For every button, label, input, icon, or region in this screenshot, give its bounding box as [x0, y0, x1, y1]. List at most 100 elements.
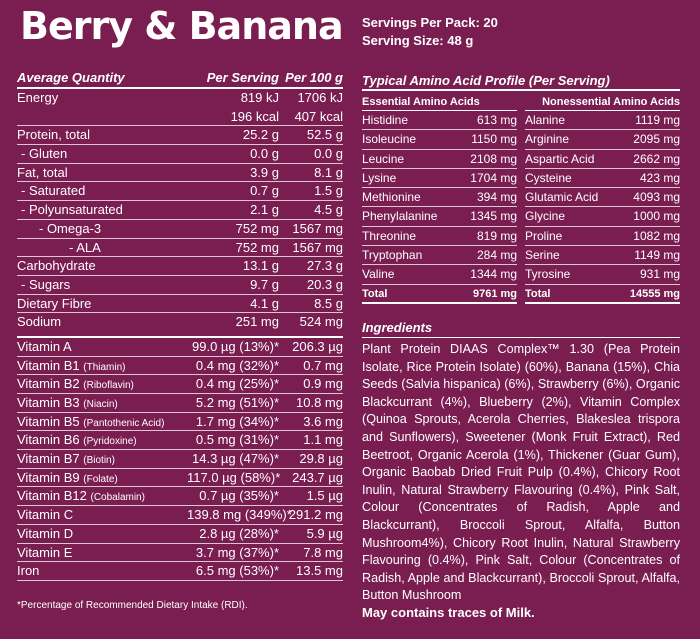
nutrient-per-100g: 524 mg: [299, 314, 343, 330]
nutrient-name: - Sugars: [21, 276, 71, 292]
vitamin-name-cell: Vitamin D: [17, 525, 187, 543]
vitamin-row: Vitamin B5 (Pantothenic Acid) 1.7 mg (34%…: [17, 413, 343, 432]
nutrient-per-100g: 1.5 g: [314, 183, 343, 199]
nutrient-rows: Energy 819 kJ 1706 kJ 196 kcal 407 kcal Prote…: [17, 89, 343, 332]
vitamin-name-cell: Vitamin A: [17, 338, 187, 356]
nutrient-per-100g: 8.1 g: [314, 164, 343, 180]
amino-total-row: Total 9761 mg: [362, 285, 517, 304]
servings-per-pack: Servings Per Pack: 20: [362, 15, 498, 30]
nutrient-row: Fat, total 3.9 g 8.1 g: [17, 164, 343, 183]
amino-value: 1345 mg: [470, 209, 517, 224]
vitamin-name-cell: Vitamin B6 (Pyridoxine): [17, 431, 187, 449]
vitamin-name: Vitamin B9: [17, 469, 80, 485]
nutrient-per-serving: 251 mg: [235, 314, 279, 330]
nutrient-per-100g: 1567 mg: [292, 239, 343, 255]
vitamin-name-cell: Vitamin B3 (Niacin): [17, 394, 187, 412]
amino-name: Isoleucine: [362, 132, 417, 147]
vitamin-name-cell: Vitamin C: [17, 506, 187, 524]
allergen-statement: May contains traces of Milk.: [362, 605, 535, 620]
amino-name: Cysteine: [525, 170, 572, 185]
vitamin-row: Vitamin B12 (Cobalamin) 0.7 µg (35%)* 1.5 …: [17, 487, 343, 507]
nutrient-row: - Gluten 0.0 g 0.0 g: [17, 145, 343, 164]
vitamin-row: Vitamin B1 (Thiamin) 0.4 mg (32%)* 0.7 mg: [17, 357, 343, 376]
nutrient-row: 196 kcal 407 kcal: [17, 108, 343, 127]
vitamin-subname: (Pyridoxine): [83, 436, 137, 448]
nutrient-per-serving: 0.7 g: [250, 183, 279, 199]
nutrient-row: - Sugars 9.7 g 20.3 g: [17, 276, 343, 295]
nutrient-row: Energy 819 kJ 1706 kJ: [17, 89, 343, 108]
amino-name: Glutamic Acid: [525, 190, 599, 205]
vitamin-per-100g: 3.6 mg: [303, 413, 343, 429]
vitamin-name-cell: Vitamin B2 (Riboflavin): [17, 375, 187, 393]
amino-value: 2108 mg: [470, 151, 517, 166]
amino-value: 1704 mg: [470, 170, 517, 185]
nutrient-per-serving: 4.1 g: [250, 295, 279, 311]
vitamin-per-serving: 2.8 µg (28%)*: [199, 525, 279, 541]
vitamin-subname: (Thiamin): [83, 361, 126, 373]
nonessential-header: Nonessential Amino Acids: [525, 94, 680, 111]
amino-name: Tryptophan: [362, 248, 423, 263]
amino-row: Serine 1149 mg: [525, 246, 680, 266]
amino-total-value: 14555 mg: [629, 287, 680, 300]
vitamin-name-cell: Vitamin B12 (Cobalamin): [17, 487, 187, 505]
amino-row: Valine 1344 mg: [362, 265, 517, 285]
amino-name: Threonine: [362, 228, 417, 243]
amino-row: Isoleucine 1150 mg: [362, 130, 517, 150]
vitamin-rows: Vitamin A 99.0 µg (13%)* 206.3 µg Vitamin B…: [17, 335, 343, 581]
product-title: Berry & Banana: [20, 4, 344, 48]
vitamin-subname: (Riboflavin): [83, 380, 134, 392]
amino-row: Lysine 1704 mg: [362, 169, 517, 189]
amino-row: Histidine 613 mg: [362, 111, 517, 131]
amino-value: 1000 mg: [633, 209, 680, 224]
amino-row: Arginine 2095 mg: [525, 130, 680, 150]
amino-name: Serine: [525, 248, 560, 263]
amino-name: Leucine: [362, 151, 405, 166]
vitamin-name-cell: Vitamin E: [17, 544, 187, 562]
ingredients-text: Plant Protein DIAAS Complex™ 1.30 (Pea P…: [362, 342, 680, 603]
amino-value: 1119 mg: [635, 113, 680, 127]
vitamin-per-100g: 7.8 mg: [303, 544, 343, 560]
vitamin-name: Iron: [17, 563, 40, 579]
nutrient-per-100g: 8.5 g: [314, 295, 343, 311]
nutrient-per-100g: 20.3 g: [306, 276, 343, 292]
amino-value: 613 mg: [476, 113, 517, 127]
vitamin-per-serving: 6.5 mg (53%)*: [195, 563, 279, 579]
amino-name: Histidine: [362, 113, 409, 127]
nutrient-row: Protein, total 25.2 g 52.5 g: [17, 126, 343, 146]
amino-name: Proline: [525, 228, 563, 243]
vitamin-per-serving: 117.0 µg (58%)*: [187, 469, 281, 485]
nutrient-name: Protein, total: [17, 127, 90, 143]
serving-size: Serving Size: 48 g: [362, 33, 474, 48]
nutrient-per-serving: 196 kcal: [230, 108, 279, 124]
vitamin-name: Vitamin A: [17, 338, 72, 354]
amino-name: Aspartic Acid: [525, 151, 595, 166]
nutrient-name: - Saturated: [21, 183, 86, 199]
nutrient-per-100g: 52.5 g: [306, 127, 343, 143]
vitamin-name: Vitamin B2: [17, 376, 80, 392]
vitamin-per-serving: 0.5 mg (31%)*: [195, 432, 279, 448]
vitamin-per-100g: 13.5 mg: [296, 563, 343, 579]
amino-row: Glutamic Acid 4093 mg: [525, 188, 680, 208]
amino-total-value: 9761 mg: [472, 287, 517, 300]
amino-value: 423 mg: [639, 170, 680, 185]
header-average-quantity: Average Quantity: [17, 70, 125, 85]
nutrient-row: - Saturated 0.7 g 1.5 g: [17, 182, 343, 202]
header-per-100g: Per 100 g: [285, 70, 343, 85]
vitamin-per-100g: 206.3 µg: [292, 338, 343, 354]
nutrient-name: [17, 108, 187, 126]
vitamin-name: Vitamin E: [17, 544, 73, 560]
amino-name: Methionine: [362, 190, 421, 205]
servings-info: Servings Per Pack: 20 Serving Size: 48 g: [362, 14, 498, 50]
vitamin-per-100g: 243.7 µg: [292, 469, 343, 485]
vitamin-row: Vitamin B3 (Niacin) 5.2 mg (51%)* 10.8 mg: [17, 394, 343, 413]
amino-total-label: Total: [362, 287, 388, 300]
amino-name: Alanine: [525, 113, 566, 127]
vitamin-row: Vitamin B6 (Pyridoxine) 0.5 mg (31%)* 1.1 …: [17, 431, 343, 451]
nutrient-per-serving: 13.1 g: [242, 258, 279, 274]
vitamin-per-100g: 0.9 mg: [303, 376, 343, 392]
vitamin-row: Vitamin B2 (Riboflavin) 0.4 mg (25%)* 0.9 …: [17, 375, 343, 394]
amino-value: 2095 mg: [633, 132, 680, 147]
amino-total-row: Total 14555 mg: [525, 285, 680, 304]
amino-row: Glycine 1000 mg: [525, 207, 680, 227]
nutrient-row: Dietary Fibre 4.1 g 8.5 g: [17, 295, 343, 314]
